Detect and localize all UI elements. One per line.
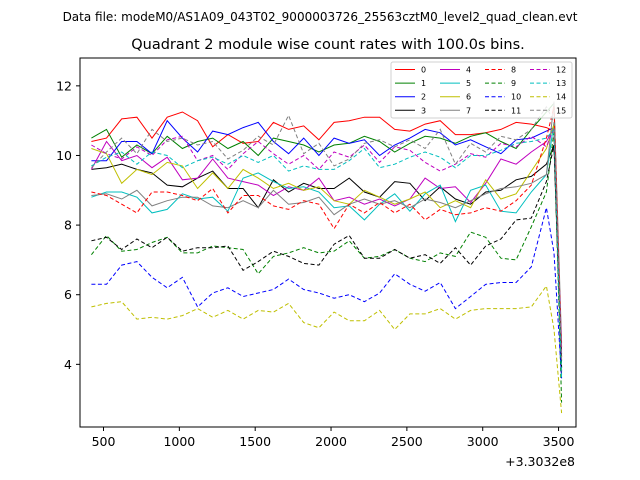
x-tick-label: 2000 bbox=[315, 434, 347, 449]
legend-label-13: 13 bbox=[556, 79, 566, 88]
series-line-11 bbox=[91, 144, 563, 368]
series-line-2 bbox=[91, 119, 563, 354]
x-tick-label: 1500 bbox=[239, 434, 271, 449]
data-file-caption: Data file: modeM0/AS1A09_043T02_90000037… bbox=[63, 10, 578, 24]
x-offset-label: +3.3032e8 bbox=[505, 454, 575, 469]
legend-label-11: 11 bbox=[511, 106, 521, 115]
y-tick-label: 6 bbox=[64, 287, 72, 302]
legend-label-2: 2 bbox=[421, 93, 426, 102]
x-tick-label: 500 bbox=[92, 434, 116, 449]
y-tick-label: 4 bbox=[64, 357, 72, 372]
series-line-9 bbox=[91, 131, 563, 403]
series-line-8 bbox=[91, 106, 563, 358]
series-line-6 bbox=[91, 123, 563, 375]
legend-label-10: 10 bbox=[511, 93, 521, 102]
series-line-12 bbox=[91, 127, 563, 351]
series-line-14 bbox=[91, 284, 563, 414]
series-line-0 bbox=[91, 111, 563, 347]
legend-label-6: 6 bbox=[466, 93, 471, 102]
series-line-3 bbox=[91, 144, 563, 372]
x-tick-label: 3500 bbox=[543, 434, 575, 449]
legend-label-0: 0 bbox=[421, 66, 426, 75]
legend-label-7: 7 bbox=[466, 106, 471, 115]
series-line-15 bbox=[91, 105, 563, 361]
legend-label-3: 3 bbox=[421, 106, 426, 115]
legend-box bbox=[390, 61, 573, 119]
x-tick-label: 1000 bbox=[163, 434, 195, 449]
y-axis: 4 6 8 10 12 bbox=[56, 78, 80, 372]
legend-label-9: 9 bbox=[511, 79, 516, 88]
plot-lines bbox=[90, 101, 563, 414]
y-tick-label: 12 bbox=[56, 78, 72, 93]
series-line-10 bbox=[91, 207, 563, 379]
legend-label-12: 12 bbox=[556, 66, 566, 75]
x-axis: 500 1000 1500 2000 2500 3000 3500 bbox=[92, 427, 575, 449]
legend-label-4: 4 bbox=[466, 66, 471, 75]
series-line-1 bbox=[91, 102, 563, 361]
legend-label-5: 5 bbox=[466, 79, 471, 88]
legend-label-14: 14 bbox=[556, 93, 566, 102]
series-line-4 bbox=[90, 125, 563, 358]
chart-title: Quadrant 2 module wise count rates with … bbox=[131, 37, 525, 53]
x-tick-label: 2500 bbox=[391, 434, 423, 449]
plot-frame bbox=[79, 57, 577, 428]
y-tick-label: 8 bbox=[64, 218, 72, 233]
legend-label-15: 15 bbox=[556, 106, 566, 115]
legend-label-8: 8 bbox=[511, 66, 516, 75]
y-tick-label: 10 bbox=[56, 148, 72, 163]
series-line-13 bbox=[91, 128, 563, 379]
x-tick-label: 3000 bbox=[467, 434, 499, 449]
series-line-5 bbox=[91, 122, 563, 368]
series-line-7 bbox=[91, 101, 563, 344]
legend-label-1: 1 bbox=[421, 79, 426, 88]
